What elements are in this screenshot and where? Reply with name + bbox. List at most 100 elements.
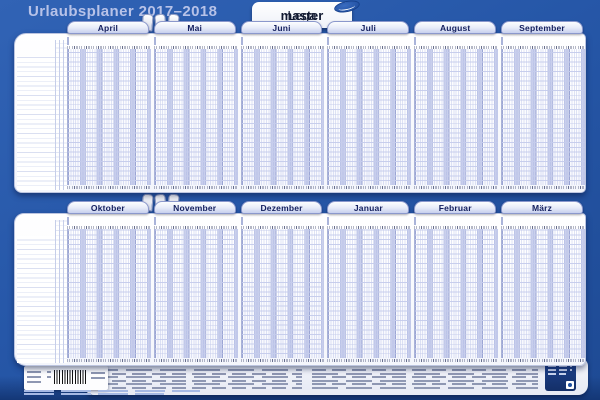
week-cell: Woche 13: [501, 217, 504, 225]
day-numbers-row: [67, 46, 151, 49]
month-tab-juli: Juli: [327, 21, 410, 34]
month-tab-november: November: [153, 201, 236, 214]
article-number-text: [27, 381, 47, 383]
week-cell: Woche 35: [414, 37, 417, 45]
day-numbers-row: [327, 226, 412, 229]
month-grid-oktober: [67, 229, 151, 358]
month-tab-label: Dezember: [260, 202, 303, 213]
month-tab-juni: Juni: [240, 21, 323, 34]
day-numbers-row: [501, 226, 585, 229]
month-grid-juni: [240, 49, 325, 185]
day-numbers-row: [153, 359, 238, 362]
week-header-row: Woche 18Woche 19Woche 20Woche 21Woche 22: [153, 37, 238, 45]
week-label: Woche 17: [67, 39, 69, 42]
calendar-panel-bottom: Woche 40Woche 41Woche 42Woche 43Woche 44…: [14, 213, 586, 366]
day-numbers-row: [67, 226, 151, 229]
month-tab-label: November: [173, 202, 217, 213]
day-numbers-row: [501, 186, 585, 189]
week-cell: Woche 17: [67, 37, 69, 45]
holiday-row: [312, 383, 538, 386]
week-label: Woche 48: [154, 219, 156, 222]
article-number-text: [27, 376, 51, 378]
month-tab-label: Oktober: [90, 202, 125, 213]
row-index-strip-right: [587, 230, 595, 353]
holiday-table-micro-text: [312, 369, 538, 389]
month-tab-label: Mai: [187, 22, 203, 33]
legend-micro-text: [92, 369, 302, 389]
label-micro-text: [91, 372, 105, 374]
month-tab-label: April: [97, 22, 119, 33]
month-grid-januar: [327, 229, 412, 358]
month-tab-april: April: [67, 21, 149, 34]
holiday-row: [312, 386, 538, 389]
carryover-columns: [55, 40, 67, 190]
day-numbers-row: [414, 226, 499, 229]
day-numbers-row: [501, 359, 585, 362]
holiday-row: [312, 379, 538, 382]
week-label: Woche 35: [414, 39, 416, 42]
legend-line: [92, 379, 302, 382]
week-label: Woche 22: [154, 39, 156, 42]
month-tab-februar: Februar: [414, 201, 497, 214]
month-grid-februar: [414, 229, 499, 358]
planner-half-bottom: Woche 40Woche 41Woche 42Woche 43Woche 44…: [14, 190, 586, 366]
holiday-row: [312, 376, 538, 379]
article-number-text: [27, 371, 51, 373]
month-tab-label: Juni: [272, 22, 291, 33]
calendar-panel-top: Woche 14Woche 15Woche 16Woche 17Woche 18…: [14, 33, 586, 193]
fineprint-line: [24, 392, 164, 395]
month-tab-dezember: Dezember: [240, 201, 323, 214]
brand-box-line: [548, 373, 566, 375]
barcode: [54, 370, 87, 384]
week-header-row: Woche 36Woche 37Woche 38Woche 39: [501, 37, 585, 45]
footer-fineprint-lines: [24, 390, 200, 398]
day-numbers-row: [414, 186, 499, 189]
week-label: Woche 13: [501, 219, 503, 222]
month-tab-märz: März: [501, 201, 583, 214]
week-cell: Woche 44: [67, 217, 69, 225]
day-numbers-row: [240, 226, 325, 229]
week-label: Woche 52: [241, 219, 243, 222]
day-numbers-row: [153, 46, 238, 49]
holiday-row: [312, 369, 538, 371]
logo-text-lega: Lega: [287, 7, 317, 23]
week-header-row: Woche 14Woche 15Woche 16Woche 17: [67, 37, 151, 45]
week-header-row: Woche 31Woche 32Woche 33Woche 34Woche 35: [414, 37, 498, 45]
legend-line: [92, 372, 302, 375]
legend-line: [92, 369, 302, 371]
label-micro-text: [91, 377, 105, 379]
week-header-row: Woche 1Woche 2Woche 3Woche 4Woche 5: [327, 217, 411, 225]
week-cell: Woche 26: [240, 37, 243, 45]
legend-line: [92, 386, 302, 389]
week-label: Woche 5: [327, 219, 329, 222]
week-cell: Woche 52: [240, 217, 243, 225]
week-label: Woche 9: [414, 219, 416, 222]
month-tab-januar: Januar: [327, 201, 410, 214]
day-numbers-row: [414, 46, 499, 49]
legend-line: [92, 383, 302, 386]
carryover-columns: [55, 220, 67, 363]
day-numbers-row: [240, 186, 325, 189]
week-cell: Woche 5: [327, 217, 330, 225]
row-index-strip-right: [587, 50, 595, 180]
day-numbers-row: [501, 46, 585, 49]
month-tab-label: September: [519, 22, 565, 33]
week-cell: Woche 9: [414, 217, 417, 225]
fineprint-line: [24, 390, 200, 392]
month-tab-label: März: [531, 202, 553, 213]
week-header-row: Woche 6Woche 7Woche 8Woche 9: [414, 217, 498, 225]
week-label: Woche 44: [67, 219, 69, 222]
week-cell: Woche 31: [327, 37, 330, 45]
day-numbers-row: [153, 226, 238, 229]
month-grid-september: [501, 49, 585, 185]
week-label: Woche 31: [327, 39, 329, 42]
month-tab-label: August: [439, 22, 471, 33]
month-tab-oktober: Oktober: [67, 201, 149, 214]
week-header-row: Woche 45Woche 46Woche 47Woche 48: [153, 217, 238, 225]
month-tab-september: September: [501, 21, 583, 34]
month-tab-label: Februar: [438, 202, 472, 213]
month-grid-märz: [501, 229, 585, 358]
planner-half-top: Woche 14Woche 15Woche 16Woche 17Woche 18…: [14, 10, 586, 193]
day-numbers-row: [327, 46, 412, 49]
